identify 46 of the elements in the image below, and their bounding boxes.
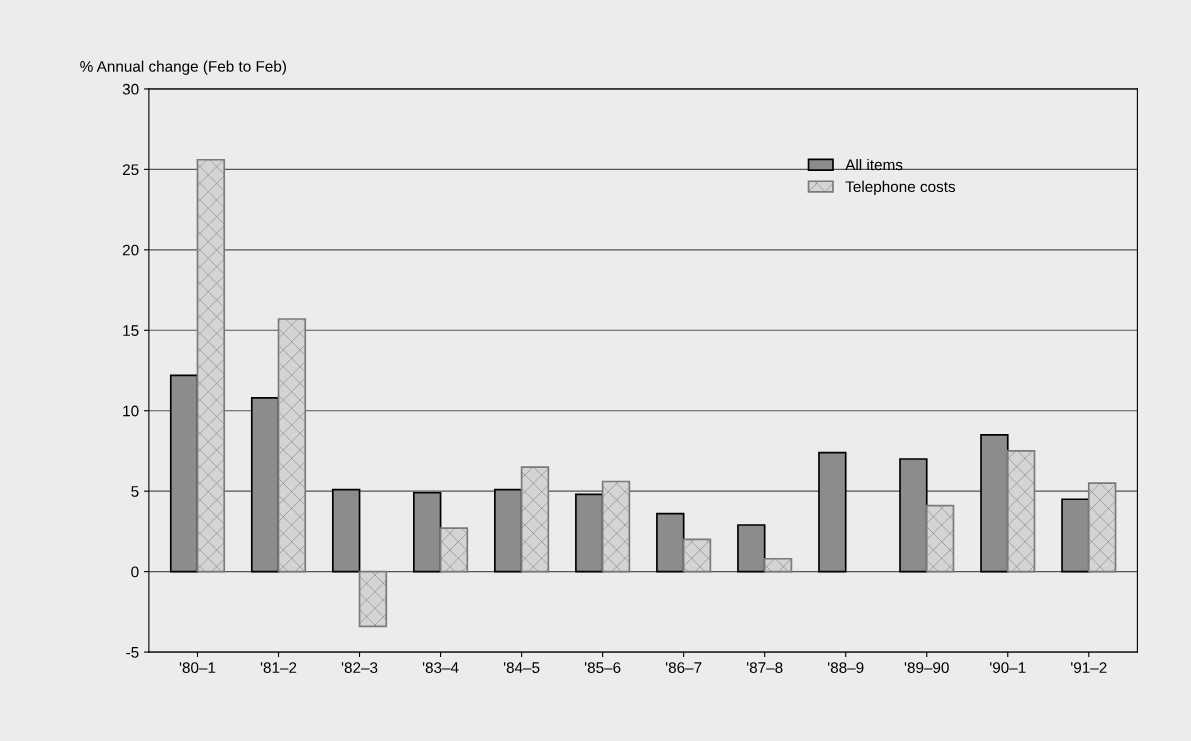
y-axis-title: % Annual change (Feb to Feb) (80, 60, 286, 75)
bar (656, 512, 685, 573)
bar (899, 458, 928, 573)
x-tick-label: '84–5 (503, 662, 540, 674)
bar (196, 158, 226, 573)
y-tick-label: 20 (122, 244, 139, 256)
bar (763, 557, 793, 573)
x-tick-label: '85–6 (584, 662, 621, 674)
y-tick-label: -5 (126, 647, 139, 658)
bar (682, 538, 712, 573)
x-tick-label: '86–7 (665, 662, 702, 674)
x-tick-label: '90–1 (990, 662, 1026, 674)
y-tick-label: 5 (131, 486, 139, 497)
x-tick-label: '81–2 (260, 662, 297, 674)
x-tick-label: '91–2 (1071, 662, 1107, 674)
bar (494, 488, 523, 573)
bar (169, 374, 199, 573)
legend-label: All items (845, 158, 903, 171)
legend-label: Telephone costs (845, 180, 956, 196)
y-tick-label: 25 (122, 164, 139, 176)
y-tick-label: 15 (123, 325, 139, 336)
bar (412, 491, 442, 573)
bar (1006, 450, 1036, 573)
bar (439, 527, 469, 573)
bar (358, 570, 388, 628)
bar (277, 318, 307, 573)
x-tick-label: '82–3 (341, 662, 378, 674)
bar (737, 524, 766, 573)
bar (1061, 498, 1090, 573)
bar (520, 466, 550, 573)
x-tick-label: '89–90 (904, 662, 949, 674)
y-tick-label: 10 (123, 405, 139, 417)
bar (1087, 482, 1117, 573)
x-tick-label: '87–8 (747, 662, 783, 674)
bar (250, 397, 280, 573)
bar (575, 493, 604, 573)
y-tick-label: 0 (131, 566, 139, 578)
bar (925, 504, 955, 573)
x-tick-label: '80–1 (179, 662, 216, 674)
bar (601, 480, 631, 573)
bar (331, 488, 361, 573)
x-tick-label: '88–9 (828, 662, 864, 674)
bar (980, 434, 1009, 573)
y-tick-label: 30 (122, 83, 139, 95)
x-tick-label: '83–4 (422, 662, 459, 674)
bar (818, 451, 847, 573)
